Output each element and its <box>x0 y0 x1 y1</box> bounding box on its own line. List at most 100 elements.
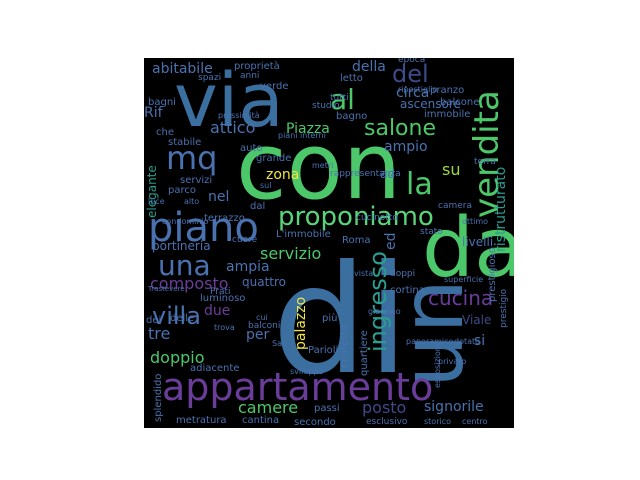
word-che: che <box>156 127 174 138</box>
word-metratura: metratura <box>176 415 227 426</box>
word-cucinotto: cucinotto <box>356 213 398 223</box>
word-villa: villa <box>152 302 201 330</box>
word-terra: terra <box>474 157 496 167</box>
word-cucina: cucina <box>428 286 494 310</box>
word-esclusivo: esclusivo <box>366 417 408 427</box>
word-piani-interni: piani interni <box>278 131 326 140</box>
word-proponiamo: proponiamo <box>278 202 434 232</box>
word-san: San <box>272 339 288 348</box>
word-metri: metri <box>312 161 334 170</box>
word-doppi: doppi <box>390 269 416 279</box>
word-due: due <box>204 303 231 319</box>
word-elegante: elegante <box>145 165 159 218</box>
word-cortina: cortina <box>390 285 425 296</box>
word-ampio: ampio <box>384 139 428 155</box>
word-via: via <box>174 58 284 144</box>
word-su: su <box>442 160 461 179</box>
word-bagno: bagno <box>336 111 368 122</box>
word-prati: Prati <box>210 287 231 297</box>
word-alto: alto <box>184 197 200 206</box>
word-stabile: stabile <box>168 137 202 148</box>
word-epoca: epoca <box>398 58 426 65</box>
word-ristrutturato: ristrutturato <box>493 166 509 252</box>
word-del: del <box>392 60 429 88</box>
word-giardino: giardino <box>368 307 401 316</box>
word-ed: ed <box>383 232 399 251</box>
word-balconi: balconi <box>248 321 281 331</box>
word-camera: camera <box>438 201 472 211</box>
word-trastevere: Trastevere <box>148 285 185 293</box>
word-rif: Rif <box>144 105 163 121</box>
word-tutti: tutti <box>330 93 349 103</box>
word-quattro: quattro <box>242 275 286 289</box>
word-studio: studio <box>312 101 340 111</box>
word-stato: stato <box>420 227 443 237</box>
word-zona: zona <box>266 167 300 183</box>
word-quartiere: quartiere <box>359 330 370 376</box>
word-circa: circa <box>396 85 430 101</box>
word-secondo: secondo <box>294 417 336 428</box>
word-cloud: di un con da via appartamento piano vend… <box>144 58 514 428</box>
word-per: per <box>246 327 270 343</box>
word-panoramico: panoramico <box>406 337 454 346</box>
word-balcone: balcone <box>440 97 480 108</box>
word-ampia: ampia <box>226 259 270 275</box>
word-da: da <box>422 201 514 296</box>
word-storico: storico <box>424 417 452 426</box>
word-centro: centro <box>462 417 488 426</box>
word-ripostiglio: ripostiglio <box>398 85 438 94</box>
word-dotato: dotato <box>454 337 481 346</box>
word-signorile: signorile <box>424 399 484 415</box>
word-esposizione: esposizione <box>433 341 442 388</box>
word-di: di <box>272 234 409 408</box>
word-camere: camere <box>238 398 299 417</box>
word-mq: mq <box>166 139 218 177</box>
word-piano: piano <box>148 205 259 251</box>
word-piu: più <box>322 313 338 324</box>
word-ascensore: ascensore <box>400 97 461 111</box>
word-pranzo: pranzo <box>430 85 465 96</box>
word-bagni: bagni <box>148 97 176 108</box>
word-doppio: doppio <box>150 348 205 367</box>
word-privato: privato <box>438 357 467 366</box>
word-parioli: Parioli <box>308 345 339 356</box>
word-immobile: immobile <box>424 109 471 120</box>
word-letto: letto <box>340 73 363 84</box>
word-piazza: Piazza <box>286 121 330 137</box>
word-salone: salone <box>364 116 436 141</box>
word-passi: passi <box>314 403 340 414</box>
word-sviluppo: sviluppo <box>290 367 324 376</box>
word-prestigioso: prestigioso <box>487 247 498 302</box>
word-roma: Roma <box>342 235 371 246</box>
word-al: al <box>330 83 355 116</box>
word-terrazzo: terrazzo <box>204 213 245 224</box>
word-nel: nel <box>208 189 230 205</box>
word-parco: parco <box>168 185 196 196</box>
word-anni: anni <box>240 71 260 81</box>
word-appartamento: appartamento <box>162 365 434 409</box>
word-viale: Viale <box>462 313 492 327</box>
word-superficie: superficie <box>444 275 484 284</box>
word-dei: dei <box>146 315 162 326</box>
word-composto: composto <box>150 274 229 293</box>
word-una: una <box>158 249 211 282</box>
word-ad: ad <box>380 167 395 181</box>
word-auto: auto <box>240 143 263 154</box>
word-si: si <box>474 333 486 349</box>
word-abitabile: abitabile <box>152 61 213 77</box>
word-proprieta: proprietà <box>234 61 280 72</box>
word-contesto: contesto <box>339 324 350 368</box>
word-della: della <box>352 59 386 75</box>
word-dal: dal <box>250 201 266 212</box>
word-condominio: condominio <box>162 217 209 226</box>
word-cui: cui <box>256 313 268 322</box>
word-rappresentanza: rappresentanza <box>330 169 401 179</box>
word-con: con <box>236 113 402 220</box>
word-luminoso: luminoso <box>200 293 246 304</box>
word-livelli: livelli <box>462 235 494 249</box>
word-luce: luce <box>148 197 165 206</box>
word-trova: trova <box>214 323 235 332</box>
word-ottimo: ottimo <box>462 217 489 226</box>
word-delle: delle <box>170 313 195 324</box>
word-cantina: cantina <box>242 415 280 426</box>
